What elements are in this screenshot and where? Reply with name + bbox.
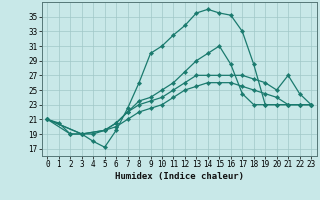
X-axis label: Humidex (Indice chaleur): Humidex (Indice chaleur) xyxy=(115,172,244,181)
